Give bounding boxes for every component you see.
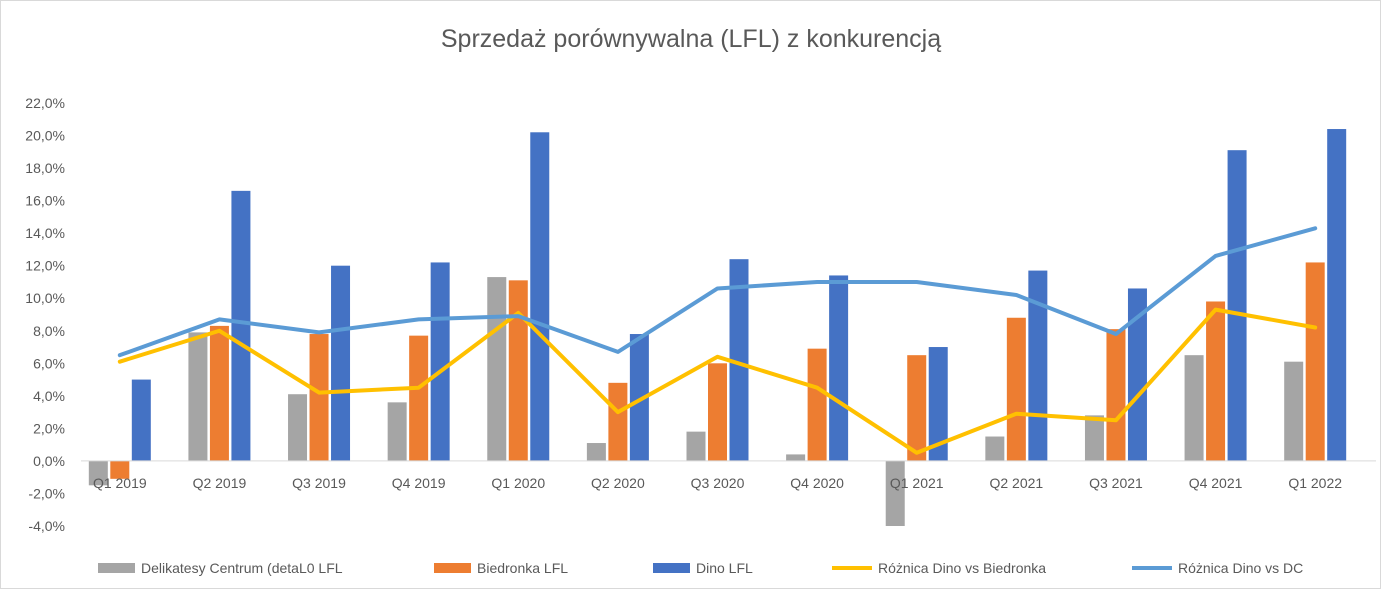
y-tick-label: 6,0% [33, 355, 65, 371]
y-tick-label: 18,0% [25, 160, 65, 176]
x-axis: Q1 2019 Q2 2019 Q3 2019 Q4 2019 Q1 2020 Q2 20… [93, 475, 1342, 491]
bar-3-6 [629, 334, 649, 461]
x-tick-label: Q4 2020 [790, 475, 844, 491]
bar-3-12 [1227, 150, 1247, 461]
y-tick-label: 16,0% [25, 193, 65, 209]
bar-2-3 [309, 334, 329, 461]
bar-3-5 [530, 132, 550, 461]
y-tick-label: 0,0% [33, 453, 65, 469]
y-tick-label: 12,0% [25, 258, 65, 274]
y-tick-label: 2,0% [33, 420, 65, 436]
bar-3-1 [131, 379, 151, 461]
legend-swatch-3 [653, 563, 690, 573]
x-tick-label: Q1 2021 [890, 475, 944, 491]
y-tick-label: -4,0% [28, 518, 65, 534]
y-tick-label: 22,0% [25, 95, 65, 111]
bar-1-10 [985, 436, 1005, 461]
y-tick-label: 14,0% [25, 225, 65, 241]
bar-2-8 [807, 348, 827, 461]
bar-1-1 [88, 460, 108, 486]
bar-2-4 [409, 335, 429, 461]
bar-1-13 [1284, 361, 1304, 461]
bar-1-5 [487, 277, 507, 461]
bar-1-4 [387, 402, 407, 461]
x-tick-label: Q3 2020 [691, 475, 745, 491]
bar-1-3 [288, 394, 308, 461]
bar-1-12 [1184, 355, 1204, 461]
y-tick-label: 20,0% [25, 128, 65, 144]
bar-3-2 [231, 190, 251, 461]
bar-3-9 [928, 347, 948, 461]
legend-label-5: Różnica Dino vs DC [1178, 560, 1303, 576]
line-series-1 [117, 307, 1318, 455]
y-tick-label: 10,0% [25, 290, 65, 306]
bar-1-7 [686, 431, 706, 461]
y-tick-label: -2,0% [28, 485, 65, 501]
x-tick-label: Q1 2020 [491, 475, 545, 491]
bar-1-11 [1084, 415, 1104, 461]
x-tick-label: Q3 2021 [1089, 475, 1143, 491]
bar-2-5 [508, 280, 528, 461]
y-axis: 22,0% 20,0% 18,0% 16,0% 14,0% 12,0% 10,0% 8,0% 6… [25, 95, 65, 534]
x-tick-label: Q1 2019 [93, 475, 147, 491]
legend-label-1: Delikatesy Centrum (detaL0 LFL [141, 560, 343, 576]
legend: Delikatesy Centrum (detaL0 LFL Biedronka … [98, 560, 1303, 576]
bar-2-1 [110, 460, 130, 479]
x-tick-label: Q4 2019 [392, 475, 446, 491]
bar-2-10 [1006, 317, 1026, 461]
legend-label-4: Różnica Dino vs Biedronka [878, 560, 1046, 576]
line-series-2 [117, 226, 1318, 358]
bar-1-2 [188, 332, 208, 461]
x-tick-label: Q3 2019 [292, 475, 346, 491]
bar-1-8 [786, 454, 806, 461]
x-tick-label: Q1 2022 [1288, 475, 1342, 491]
bar-1-9 [885, 460, 905, 526]
lines-layer [117, 226, 1318, 455]
x-tick-label: Q2 2020 [591, 475, 645, 491]
bar-2-2 [209, 325, 229, 461]
bar-2-6 [608, 382, 628, 461]
y-tick-label: 4,0% [33, 388, 65, 404]
legend-label-2: Biedronka LFL [477, 560, 568, 576]
x-tick-label: Q2 2019 [193, 475, 247, 491]
bar-2-12 [1206, 301, 1226, 461]
x-tick-label: Q4 2021 [1189, 475, 1243, 491]
chart-title: Sprzedaż porównywalna (LFL) z konkurencj… [441, 25, 941, 53]
bar-2-9 [907, 355, 927, 461]
bar-3-3 [331, 265, 351, 461]
legend-swatch-2 [434, 563, 471, 573]
bar-3-11 [1127, 288, 1147, 461]
y-tick-label: 8,0% [33, 323, 65, 339]
legend-label-3: Dino LFL [696, 560, 753, 576]
bar-2-7 [708, 363, 727, 461]
bar-2-11 [1106, 329, 1126, 461]
bar-3-4 [430, 262, 450, 461]
x-tick-label: Q2 2021 [989, 475, 1043, 491]
bar-3-8 [829, 275, 849, 461]
bar-3-13 [1327, 129, 1347, 461]
bar-3-7 [729, 259, 749, 461]
bar-1-6 [586, 443, 606, 461]
legend-swatch-1 [98, 563, 135, 573]
bar-2-13 [1305, 262, 1325, 461]
bars-layer [88, 129, 1347, 526]
